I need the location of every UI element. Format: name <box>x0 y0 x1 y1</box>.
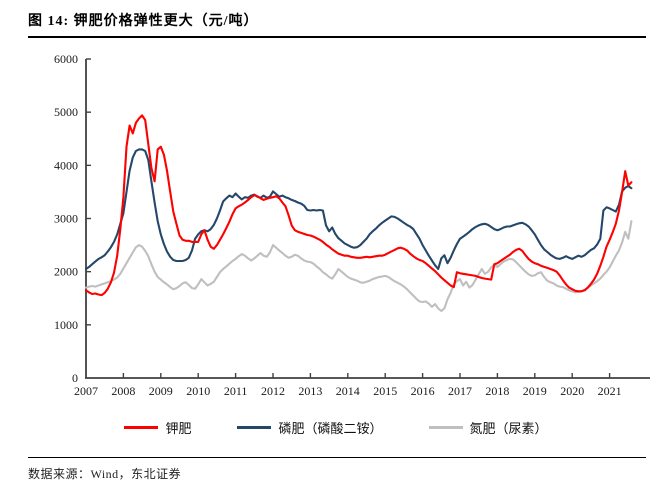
phosphate-line-swatch <box>237 425 272 429</box>
svg-text:2015: 2015 <box>373 384 397 398</box>
legend-item-nitrogen: 氮肥（尿素） <box>428 418 548 437</box>
price-chart: 0 1000 2000 3000 4000 5000 6000 2007 2008 2009 201… <box>0 40 672 408</box>
svg-text:2019: 2019 <box>523 384 547 398</box>
title-divider <box>28 36 646 38</box>
svg-text:2008: 2008 <box>111 384 135 398</box>
svg-text:2021: 2021 <box>598 384 622 398</box>
svg-text:2011: 2011 <box>224 384 248 398</box>
svg-text:6000: 6000 <box>54 52 78 66</box>
legend-label-phosphate: 磷肥（磷酸二铵） <box>278 420 383 436</box>
chart-canvas: 0 1000 2000 3000 4000 5000 6000 2007 2008 2009 201… <box>54 52 650 398</box>
svg-text:2020: 2020 <box>560 384 584 398</box>
svg-text:2000: 2000 <box>54 265 78 279</box>
svg-text:2013: 2013 <box>298 384 322 398</box>
svg-text:3000: 3000 <box>54 212 78 226</box>
svg-text:2010: 2010 <box>186 384 210 398</box>
footer-divider <box>28 457 646 458</box>
svg-text:2014: 2014 <box>336 384 360 398</box>
legend-item-potash: 钾肥 <box>124 418 191 437</box>
svg-text:2018: 2018 <box>485 384 509 398</box>
data-source: 数据来源：Wind，东北证券 <box>28 467 182 481</box>
legend-item-phosphate: 磷肥（磷酸二铵） <box>237 418 383 437</box>
chart-legend: 钾肥 磷肥（磷酸二铵） 氮肥（尿素） <box>0 414 672 440</box>
svg-text:2017: 2017 <box>448 384 472 398</box>
legend-label-nitrogen: 氮肥（尿素） <box>469 420 548 436</box>
svg-text:2012: 2012 <box>261 384 285 398</box>
svg-text:2016: 2016 <box>411 384 435 398</box>
svg-text:4000: 4000 <box>54 158 78 172</box>
svg-text:5000: 5000 <box>54 105 78 119</box>
figure-title: 图 14: 钾肥价格弹性更大（元/吨） <box>28 14 259 29</box>
svg-text:0: 0 <box>72 371 78 385</box>
legend-label-potash: 钾肥 <box>165 420 192 436</box>
nitrogen-line-swatch <box>428 425 463 429</box>
potash-line-swatch <box>124 425 159 429</box>
svg-text:1000: 1000 <box>54 318 78 332</box>
svg-text:2007: 2007 <box>74 384 98 398</box>
svg-text:2009: 2009 <box>149 384 173 398</box>
